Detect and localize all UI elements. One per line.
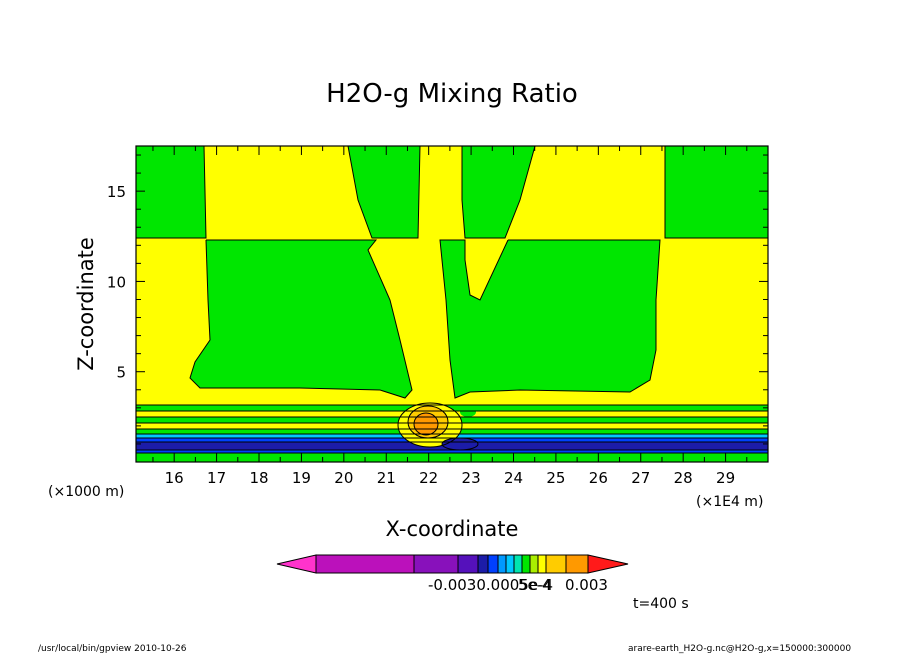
- colorbar-segment: [457, 554, 479, 574]
- yellow-notch: [465, 240, 508, 300]
- x-axis-label: X-coordinate: [386, 517, 519, 541]
- chart-title: H2O-g Mixing Ratio: [326, 79, 578, 109]
- colorbar: [276, 554, 629, 574]
- x-tick-label: 21: [377, 469, 396, 487]
- colorbar-right-arrow: [587, 554, 629, 574]
- colorbar-segment: [487, 554, 499, 574]
- x-tick-label: 26: [589, 469, 608, 487]
- x-axis-ticks: 16 17 18 19 20 21 22 23 24 25 26 27 28 29: [152, 146, 748, 487]
- green-region-plume-left: [348, 146, 420, 238]
- x-tick-label: 20: [334, 469, 353, 487]
- green-region-middle-right: [440, 240, 660, 398]
- x-tick-label: 19: [292, 469, 311, 487]
- x-tick-label: 24: [504, 469, 523, 487]
- x-tick-label: 27: [631, 469, 650, 487]
- band-blue-2: [136, 450, 768, 453]
- y-tick-label: 10: [107, 273, 126, 291]
- band-green-4: [136, 453, 768, 462]
- green-region-plume-right: [462, 146, 535, 238]
- colorbar-tick-labels: -0.0030.0005e-4: [428, 576, 553, 594]
- colorbar-segment: [565, 554, 589, 574]
- time-label: t=400 s: [633, 596, 689, 612]
- green-region-upper-right: [665, 146, 768, 238]
- x-tick-label: 16: [165, 469, 184, 487]
- x-tick-label: 28: [674, 469, 693, 487]
- colorbar-segment: [497, 554, 507, 574]
- contour-lines: [136, 146, 768, 454]
- y-tick-label: 15: [107, 183, 126, 201]
- band-green-1: [136, 405, 768, 411]
- y-axis-ticks: 5 10 15: [107, 154, 768, 445]
- y-unit-label: (×1000 m): [48, 484, 124, 500]
- x-tick-label: 29: [716, 469, 735, 487]
- colorbar-left-arrow: [276, 554, 317, 574]
- colorbar-segment: [413, 554, 459, 574]
- footer-left: /usr/local/bin/gpview 2010-10-26: [38, 644, 187, 654]
- colorbar-segment: [545, 554, 567, 574]
- plot-frame: [135, 145, 769, 463]
- colorbar-segment: [521, 554, 531, 574]
- colorbar-segment: [505, 554, 515, 574]
- colorbar-segment: [537, 554, 547, 574]
- x-tick-label: 25: [546, 469, 565, 487]
- x-unit-label: (×1E4 m): [696, 494, 763, 510]
- colorbar-segment: [477, 554, 489, 574]
- green-region-middle-left: [190, 240, 412, 398]
- footer-right: arare-earth_H2O-g.nc@H2O-g,x=150000:3000…: [628, 644, 851, 654]
- y-axis-label: Z-coordinate: [74, 237, 98, 371]
- x-tick-label: 18: [249, 469, 268, 487]
- green-region-upper-left: [136, 146, 206, 238]
- colorbar-tick-label-max: 0.003: [565, 576, 608, 594]
- x-tick-label: 23: [462, 469, 481, 487]
- colorbar-segment: [529, 554, 539, 574]
- x-tick-label: 17: [207, 469, 226, 487]
- x-tick-label: 22: [419, 469, 438, 487]
- colorbar-segment: [513, 554, 523, 574]
- contour-field: [136, 146, 768, 462]
- colorbar-segment: [315, 554, 415, 574]
- colorbar-tick-label-mid: 5e-4: [518, 576, 552, 594]
- anomaly-green-spot: [460, 407, 476, 417]
- y-tick-label: 5: [116, 364, 126, 382]
- anomaly-blue: [442, 438, 478, 450]
